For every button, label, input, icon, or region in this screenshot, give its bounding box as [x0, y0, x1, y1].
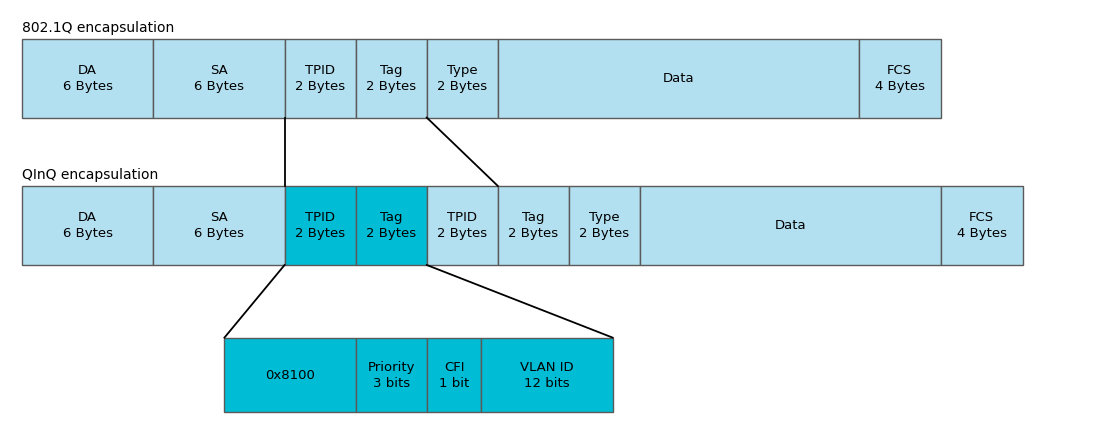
Bar — [153, 38, 285, 118]
Text: Priority
3 bits: Priority 3 bits — [367, 361, 415, 389]
Bar — [285, 38, 356, 118]
Bar — [858, 38, 941, 118]
Bar — [639, 186, 941, 265]
Text: 802.1Q encapsulation: 802.1Q encapsulation — [22, 21, 174, 35]
Text: Tag
2 Bytes: Tag 2 Bytes — [366, 211, 416, 240]
Bar — [569, 186, 639, 265]
Text: Type
2 Bytes: Type 2 Bytes — [437, 64, 488, 92]
Text: Data: Data — [775, 219, 806, 232]
Bar — [426, 38, 498, 118]
Text: TPID
2 Bytes: TPID 2 Bytes — [437, 211, 488, 240]
Text: CFI
1 bit: CFI 1 bit — [439, 361, 469, 389]
Bar — [941, 186, 1022, 265]
Bar — [498, 38, 859, 118]
Text: SA
6 Bytes: SA 6 Bytes — [194, 64, 244, 92]
Text: FCS
4 Bytes: FCS 4 Bytes — [956, 211, 1007, 240]
Text: TPID
2 Bytes: TPID 2 Bytes — [295, 211, 345, 240]
Bar — [481, 337, 613, 412]
Text: VLAN ID
12 bits: VLAN ID 12 bits — [520, 361, 574, 389]
Bar — [224, 337, 356, 412]
Bar — [22, 38, 153, 118]
Bar — [356, 186, 426, 265]
Text: FCS
4 Bytes: FCS 4 Bytes — [875, 64, 925, 92]
Bar — [356, 337, 426, 412]
Bar — [285, 186, 356, 265]
Text: QInQ encapsulation: QInQ encapsulation — [22, 168, 158, 182]
Bar — [153, 186, 285, 265]
Bar — [426, 337, 481, 412]
Text: Data: Data — [663, 72, 694, 85]
Text: SA
6 Bytes: SA 6 Bytes — [194, 211, 244, 240]
Text: Tag
2 Bytes: Tag 2 Bytes — [508, 211, 558, 240]
Text: DA
6 Bytes: DA 6 Bytes — [62, 211, 113, 240]
Text: Type
2 Bytes: Type 2 Bytes — [579, 211, 629, 240]
Bar — [356, 38, 426, 118]
Bar — [22, 186, 153, 265]
Text: Tag
2 Bytes: Tag 2 Bytes — [366, 64, 416, 92]
Text: DA
6 Bytes: DA 6 Bytes — [62, 64, 113, 92]
Text: TPID
2 Bytes: TPID 2 Bytes — [295, 64, 345, 92]
Bar — [498, 186, 569, 265]
Text: 0x8100: 0x8100 — [266, 368, 315, 382]
Bar — [426, 186, 498, 265]
